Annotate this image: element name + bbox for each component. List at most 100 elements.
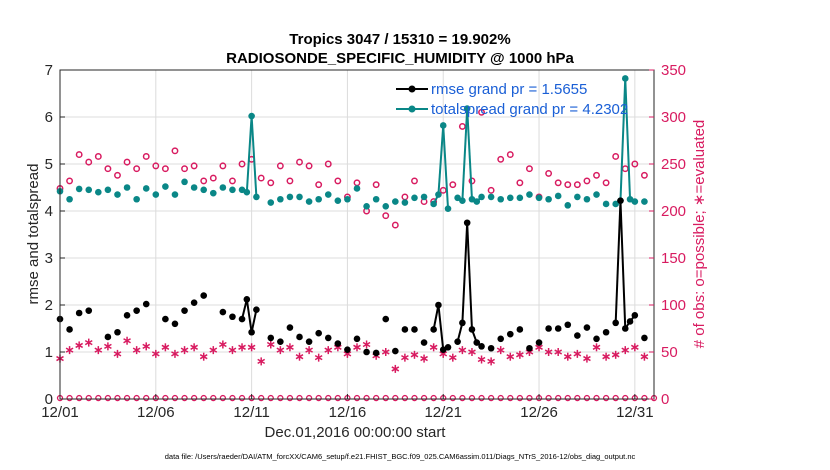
obs-possible-point [229,177,236,185]
obs-possible-point [276,162,284,170]
rmse-point [478,343,485,350]
spread-point [95,188,102,196]
rmse-segment [432,304,440,330]
obs-evaluated-point [468,348,476,356]
obs-possible-point [104,165,112,173]
obs-possible-point [602,179,610,187]
obs-possible-point [631,160,639,168]
spread-point [277,195,284,203]
spread-point [229,186,236,194]
rmse-point [286,324,294,331]
spread-point [66,195,73,203]
obs-evaluated-point [266,340,275,349]
rmse-point [631,312,639,319]
obs-possible-point [296,158,303,166]
obs-possible-point [449,181,457,189]
legend: rmse grand pr = 1.5655 totalspread grand… [396,81,628,118]
rmse-segment [614,200,622,323]
y-right-tick-label: 250 [661,156,686,173]
obs-possible-point [554,179,562,187]
obs-zero-point [420,394,428,402]
rmse-point [66,326,73,333]
obs-zero-point [478,394,485,402]
obs-possible-point [123,158,131,166]
obs-zero-point [162,394,169,402]
obs-possible-point [612,153,620,160]
plot-frame [59,69,655,400]
obs-zero-point [459,394,466,402]
rmse-point [200,292,208,299]
spread-point [253,193,260,201]
obs-possible-point [257,174,265,182]
legend-rmse-marker [408,85,416,93]
obs-evaluated-point [305,346,313,355]
obs-evaluated-point [94,346,103,355]
rmse-point [516,326,524,333]
spread-point [641,198,648,205]
rmse-segment [250,309,258,333]
obs-possible-point [133,165,141,173]
obs-evaluated-point [563,352,572,361]
obs-zero-point [123,394,131,402]
spread-point [324,191,332,198]
rmse-point [305,338,313,345]
obs-zero-point [133,394,140,402]
obs-evaluated-point [410,350,419,359]
obs-evaluated-point [199,352,208,361]
obs-evaluated-point [314,353,323,362]
spread-point [454,194,461,202]
rmse-point [602,328,610,336]
obs-zero-point [66,394,73,402]
obs-evaluated-point [171,349,179,358]
obs-zero-point [602,394,610,402]
y-left-tick-label: 3 [45,250,53,267]
obs-zero-point [238,394,246,402]
obs-zero-point [181,394,188,402]
obs-zero-point [305,394,313,402]
obs-zero-point [85,394,92,402]
obs-zero-point [497,394,504,402]
legend-spread-marker [408,105,416,113]
rmse-point [277,338,284,345]
obs-evaluated-point [238,343,246,352]
obs-possible-point [200,177,208,185]
rmse-point [487,344,495,352]
obs-possible-point [640,171,648,179]
spread-point [209,189,217,197]
y-left-tick-label: 4 [45,203,53,220]
rmse-point [133,307,140,314]
spread-point [574,193,581,201]
y-right-tick-label: 100 [661,297,686,314]
obs-evaluated-point [621,346,630,355]
spread-point [463,105,471,112]
rmse-point [114,328,121,336]
obs-evaluated-point [132,346,141,355]
obs-zero-point [516,394,524,402]
obs-zero-point [76,394,83,402]
obs-evaluated-point [247,343,256,352]
obs-zero-point [363,394,370,402]
obs-possible-point [593,171,600,179]
spread-point [401,199,409,206]
obs-possible-point [573,181,581,189]
obs-possible-point [161,165,169,173]
obs-evaluated-point [123,336,131,345]
obs-possible-point [286,177,294,185]
rmse-point [219,308,227,316]
obs-zero-point [286,394,294,402]
chart-title: Tropics 3047 / 15310 = 19.902% [289,31,510,48]
obs-possible-point [458,122,466,130]
spread-point [181,178,188,186]
spread-point [75,185,83,193]
obs-zero-point [622,394,629,402]
obs-evaluated-point [324,346,333,355]
obs-zero-point [574,394,581,402]
legend-rmse-label: rmse grand pr = 1.5655 [431,81,587,98]
spread-point [334,197,342,204]
spread-point [444,205,452,212]
obs-possible-point [142,153,150,160]
y-right-tick-label: 200 [661,203,686,220]
rmse-point [372,349,380,357]
spread-segment [437,125,445,195]
